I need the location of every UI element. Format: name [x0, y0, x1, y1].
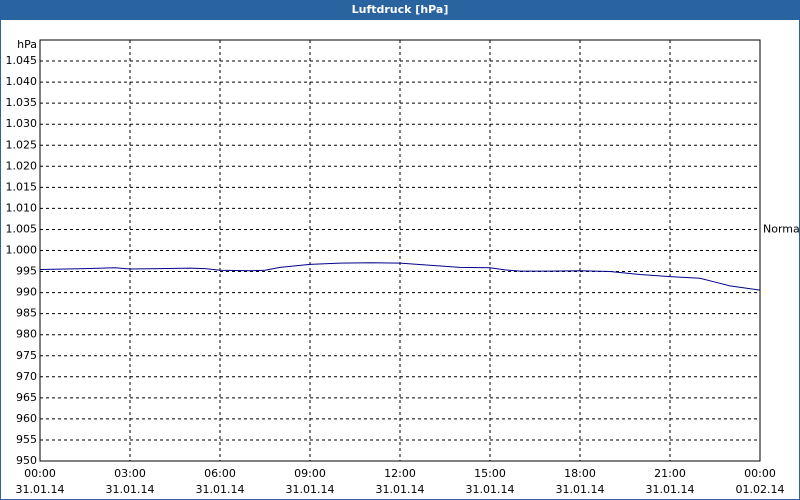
x-tick-label: 00:00: [24, 467, 56, 480]
x-tick-date: 31.01.14: [646, 483, 695, 496]
title-bar: [0, 0, 800, 20]
x-tick-date: 31.01.14: [106, 483, 155, 496]
x-tick-date: 31.01.14: [556, 483, 605, 496]
y-tick-label: 995: [16, 265, 37, 278]
x-tick-date: 01.02.14: [736, 483, 785, 496]
y-tick-label: 975: [16, 349, 37, 362]
x-tick-label: 18:00: [564, 467, 596, 480]
y-tick-label: 955: [16, 433, 37, 446]
y-tick-label: 1.035: [6, 96, 38, 109]
y-tick-label: 950: [16, 454, 37, 467]
x-tick-label: 09:00: [294, 467, 326, 480]
data-line: [39, 262, 761, 291]
x-tick-date: 31.01.14: [466, 483, 515, 496]
x-tick-label: 21:00: [654, 467, 686, 480]
y-tick-label: 1.010: [6, 201, 38, 214]
x-tick-label: 00:00: [744, 467, 776, 480]
reference-label: Normal: [763, 222, 800, 235]
y-tick-label: 1.040: [6, 75, 38, 88]
y-unit: hPa: [17, 38, 37, 51]
x-tick-date: 31.01.14: [286, 483, 335, 496]
y-tick-label: 1.015: [6, 180, 38, 193]
y-tick-label: 1.030: [6, 117, 38, 130]
y-tick-label: 970: [16, 370, 37, 383]
x-tick-label: 15:00: [474, 467, 506, 480]
y-tick-label: 1.000: [6, 244, 38, 257]
y-tick-label: 1.020: [6, 159, 38, 172]
x-tick-label: 03:00: [114, 467, 146, 480]
y-tick-label: 960: [16, 412, 37, 425]
x-tick-date: 31.01.14: [16, 483, 65, 496]
y-tick-label: 980: [16, 328, 37, 341]
chart-title: Luftdruck [hPa]: [352, 3, 449, 16]
x-tick-label: 12:00: [384, 467, 416, 480]
plot-frame: [39, 39, 761, 462]
x-tick-date: 31.01.14: [196, 483, 245, 496]
y-tick-label: 1.005: [6, 222, 38, 235]
x-tick-label: 06:00: [204, 467, 236, 480]
y-tick-label: 985: [16, 307, 37, 320]
y-tick-label: 1.025: [6, 138, 38, 151]
y-tick-label: 1.045: [6, 54, 38, 67]
y-tick-label: 990: [16, 286, 37, 299]
y-tick-label: 965: [16, 391, 37, 404]
x-tick-date: 31.01.14: [376, 483, 425, 496]
